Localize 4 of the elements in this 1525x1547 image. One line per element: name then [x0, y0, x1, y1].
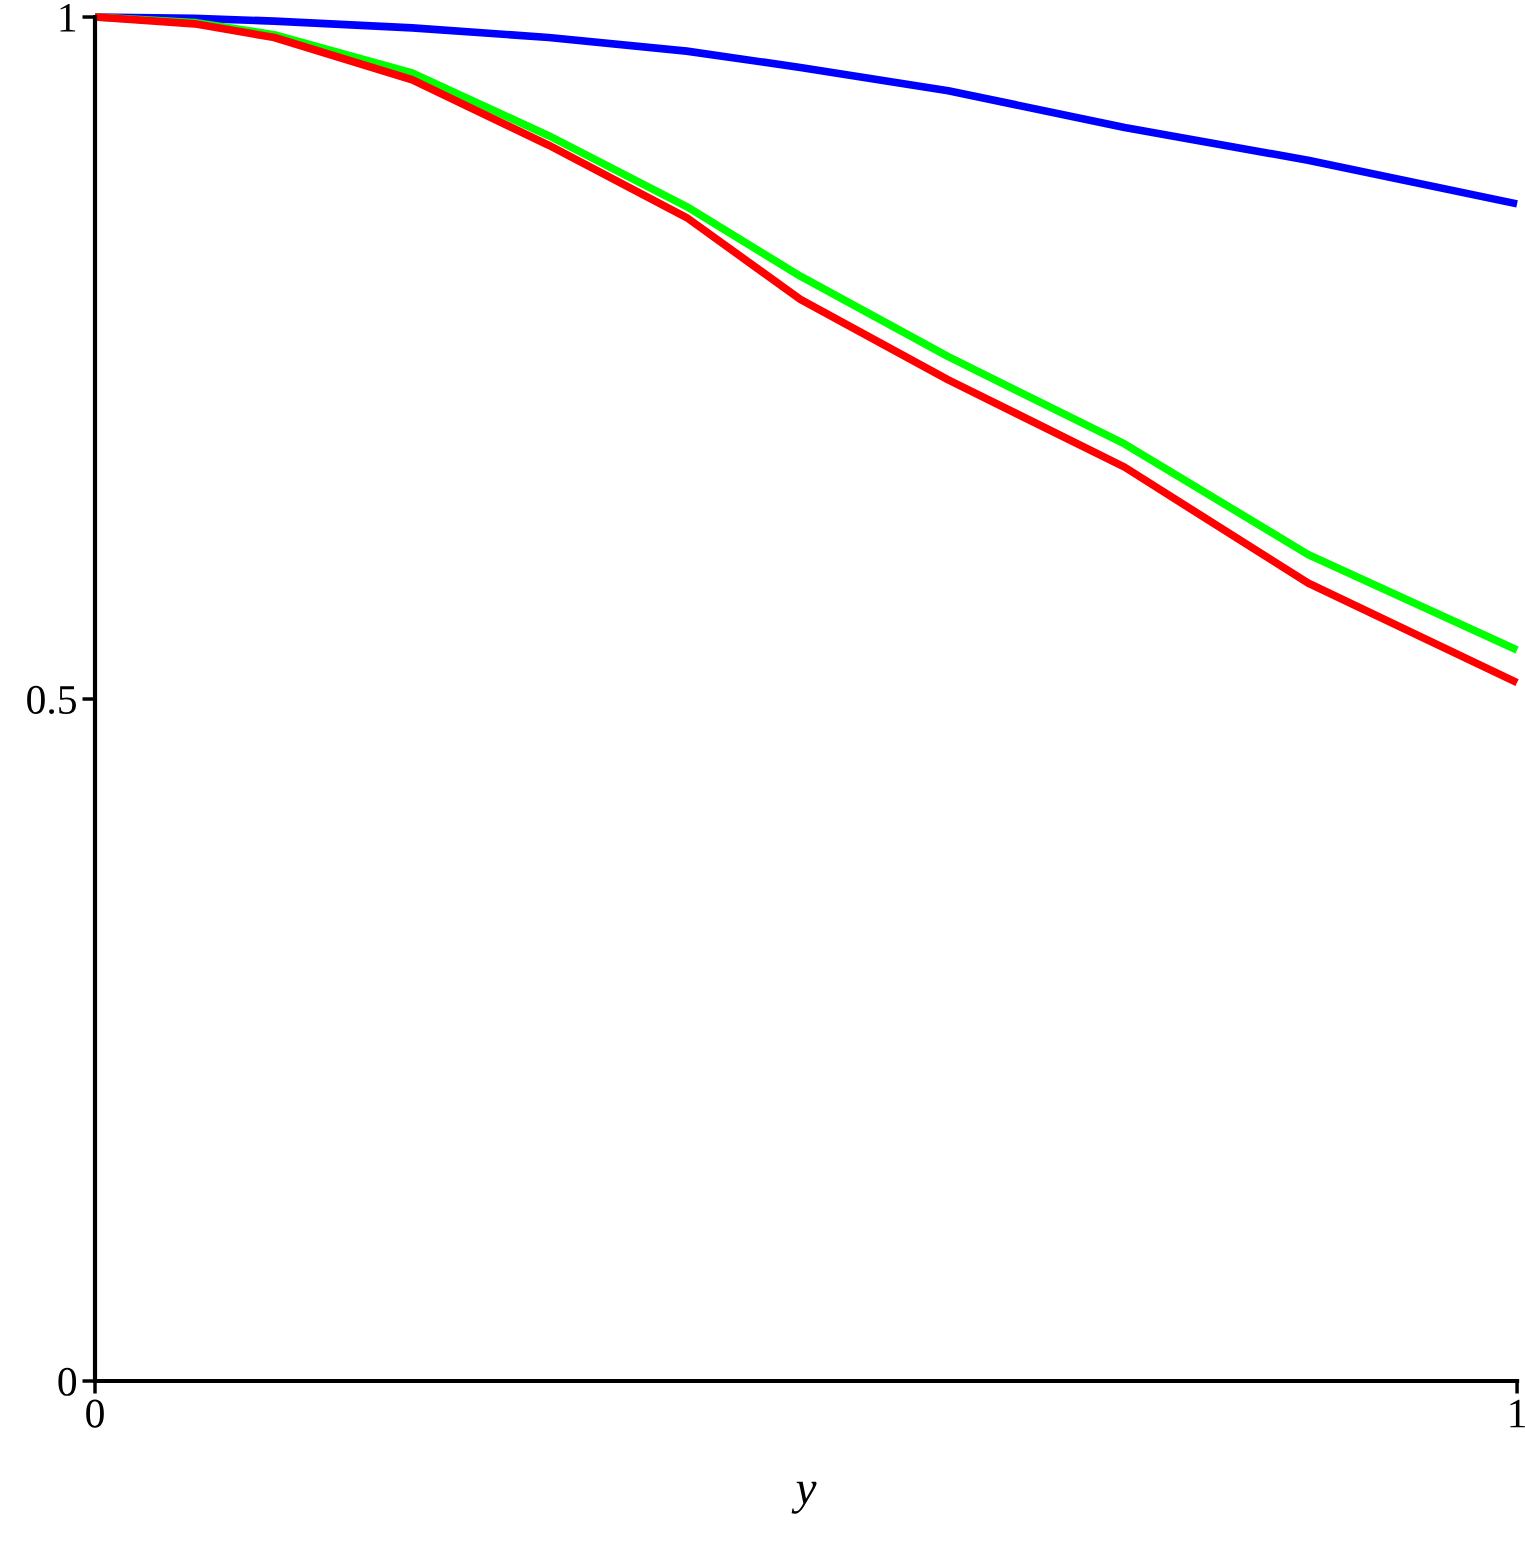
y-tick-label: 0 — [58, 1367, 77, 1396]
x-axis-title: y — [791, 1481, 817, 1514]
y-tick-label: 1 — [60, 3, 76, 32]
y-tick-label: 0.5 — [27, 685, 77, 715]
